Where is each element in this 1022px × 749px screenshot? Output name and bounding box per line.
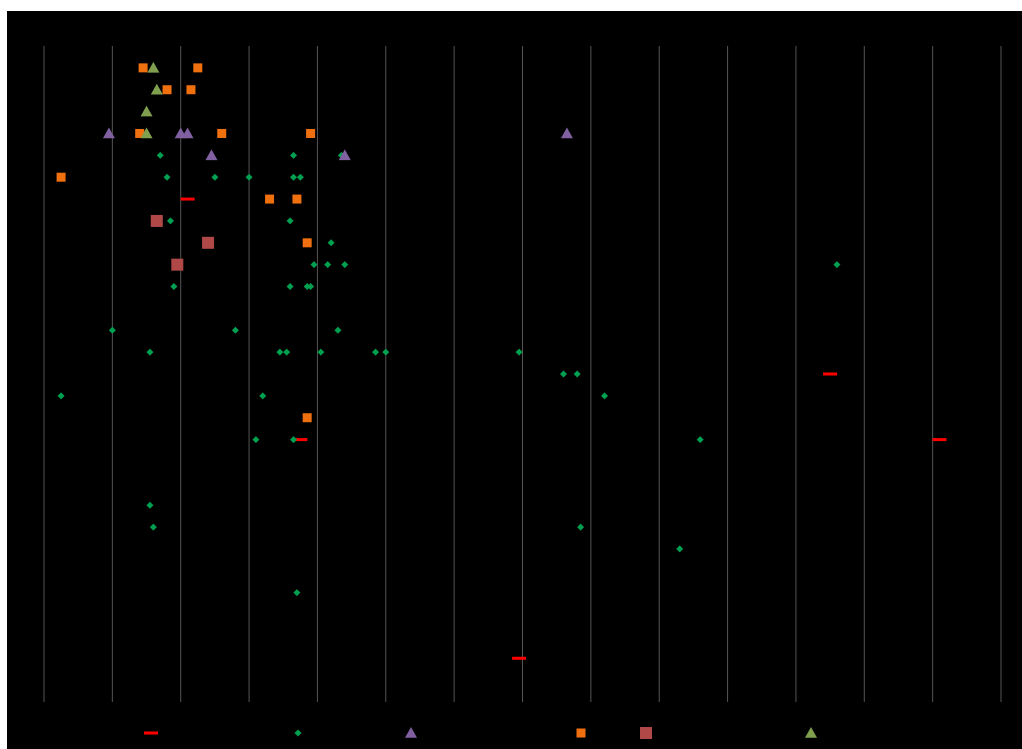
data-point-series-2 (286, 283, 294, 291)
data-point-series-3 (181, 127, 194, 139)
data-point-series-2 (290, 173, 298, 181)
data-point-series-1 (180, 197, 195, 201)
data-point-series-6 (140, 105, 153, 117)
data-point-series-6 (140, 127, 153, 139)
data-point-series-1 (932, 438, 947, 442)
data-point-series-2 (245, 173, 253, 181)
data-point-series-2 (252, 436, 260, 444)
data-point-series-4 (138, 63, 148, 73)
data-point-series-2 (317, 348, 325, 356)
data-point-series-3 (338, 149, 351, 161)
data-point-series-4 (302, 238, 312, 248)
data-point-series-2 (382, 348, 390, 356)
data-point-series-4 (193, 63, 203, 73)
data-point-series-2 (573, 370, 581, 378)
data-point-series-2 (283, 348, 291, 356)
data-point-series-2 (515, 348, 523, 356)
data-point-series-2 (146, 501, 154, 509)
data-point-series-4 (162, 85, 172, 95)
data-point-series-2 (327, 239, 335, 247)
data-point-series-4 (135, 128, 145, 138)
data-point-series-3 (205, 149, 218, 161)
data-point-series-2 (163, 173, 171, 181)
data-point-series-2 (276, 348, 284, 356)
data-point-series-5 (150, 214, 163, 227)
data-point-series-1 (823, 372, 838, 376)
data-point-series-2 (324, 261, 332, 269)
data-point-series-2 (149, 523, 157, 531)
legend-marker-series-1 (144, 731, 158, 735)
data-point-series-2 (372, 348, 380, 356)
chart-frame (7, 11, 1022, 749)
data-point-series-6 (147, 61, 160, 73)
data-point-series-2 (259, 392, 267, 400)
data-point-series-2 (696, 436, 704, 444)
data-point-series-2 (290, 436, 298, 444)
data-point-series-2 (108, 326, 116, 334)
data-point-series-6 (150, 83, 163, 95)
legend-marker-series-6 (805, 727, 817, 738)
data-point-series-2 (676, 545, 684, 553)
data-point-series-4 (186, 85, 196, 95)
data-point-series-2 (293, 589, 301, 597)
data-point-series-2 (211, 173, 219, 181)
data-point-series-2 (307, 283, 315, 291)
legend-marker-series-5 (640, 727, 652, 739)
data-point-series-2 (310, 261, 318, 269)
data-point-series-2 (166, 217, 174, 225)
data-point-series-4 (306, 128, 316, 138)
data-point-series-2 (290, 151, 298, 159)
data-point-series-2 (286, 217, 294, 225)
data-point-series-4 (292, 194, 302, 204)
data-point-series-5 (202, 236, 215, 249)
data-point-series-2 (601, 392, 609, 400)
data-point-series-4 (265, 194, 275, 204)
data-point-series-4 (217, 128, 227, 138)
data-point-series-1 (512, 656, 527, 660)
legend-marker-series-2 (294, 729, 302, 737)
data-point-series-2 (146, 348, 154, 356)
legend-marker-series-3 (405, 727, 417, 738)
data-point-series-2 (577, 523, 585, 531)
data-point-series-2 (833, 261, 841, 269)
data-point-series-2 (334, 326, 342, 334)
data-point-series-2 (57, 392, 65, 400)
legend-marker-series-4 (576, 728, 586, 738)
data-point-series-2 (296, 173, 304, 181)
data-point-series-4 (56, 172, 66, 182)
data-point-series-2 (231, 326, 239, 334)
data-point-series-2 (341, 261, 349, 269)
data-point-series-3 (560, 127, 573, 139)
data-point-series-4 (302, 413, 312, 423)
data-point-series-3 (102, 127, 115, 139)
data-point-series-2 (156, 151, 164, 159)
data-point-series-2 (170, 283, 178, 291)
data-point-series-5 (171, 258, 184, 271)
data-point-series-1 (293, 438, 308, 442)
data-point-series-2 (560, 370, 568, 378)
